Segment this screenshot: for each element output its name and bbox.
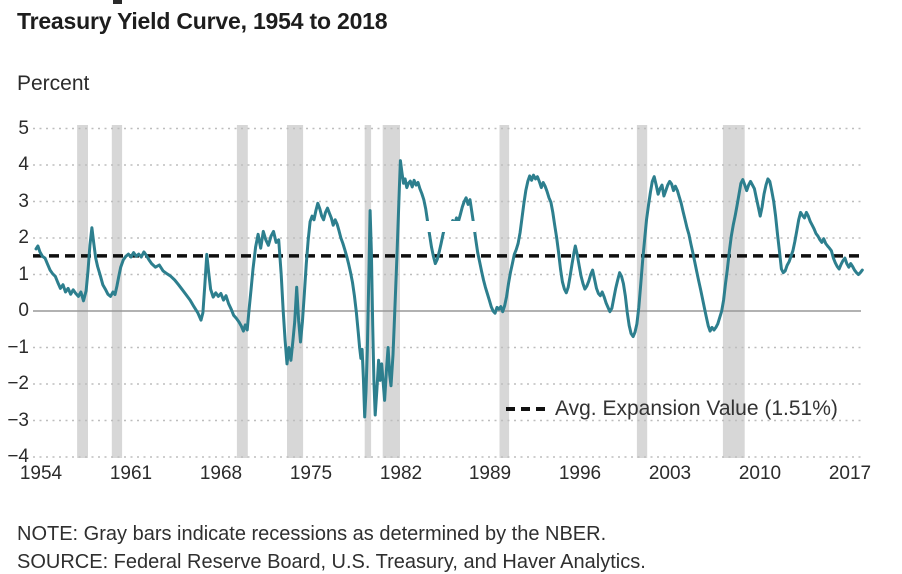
x-tick-label: 1996 [558,463,602,484]
recession-bar [722,125,745,458]
x-tick-label: 1954 [19,463,63,484]
chart-page: { "header": { "title": "Treasury Yield C… [7,0,872,573]
dashed-line-legend-swatch [506,407,546,411]
y-tick-label: 2 [18,227,29,248]
yield-spread-line [34,159,864,419]
legend-label: Avg. Expansion Value (1.51%) [555,397,838,420]
page-title: Treasury Yield Curve, 1954 to 2018 [17,8,388,34]
x-tick-label: 2003 [648,463,692,484]
y-tick-label: 0 [18,300,29,321]
x-tick-label: 1982 [379,463,423,484]
recession-bar [499,125,510,458]
y-tick-label: −1 [7,337,29,358]
x-tick-label: 2017 [828,463,872,484]
recession-bar [77,125,88,458]
y-axis-title: Percent [17,72,90,95]
source-text-clipped: SOURCE: Federal Reserve Board, U.S. Trea… [17,551,646,573]
y-tick-label: 5 [18,118,29,139]
x-tick-label: 2010 [738,463,782,484]
recession-bar [236,125,248,458]
artifact-white-box [425,221,476,232]
y-tick-label: 4 [18,154,29,175]
x-tick-label: 1961 [109,463,153,484]
artifact-top-edge-mark [113,0,122,4]
legend: Avg. Expansion Value (1.51%) [506,396,838,422]
chart-canvas [33,125,864,458]
x-tick-label: 1975 [289,463,333,484]
recession-bar [382,125,400,458]
note-text: NOTE: Gray bars indicate recessions as d… [17,523,607,545]
y-tick-label: 1 [18,264,29,285]
x-tick-label: 1968 [199,463,243,484]
recession-bar [636,125,648,458]
y-tick-label: −3 [7,410,29,431]
x-tick-label: 1989 [468,463,512,484]
y-tick-label: −2 [7,373,29,394]
y-tick-label: −4 [7,446,29,467]
y-tick-label: 3 [18,191,29,212]
